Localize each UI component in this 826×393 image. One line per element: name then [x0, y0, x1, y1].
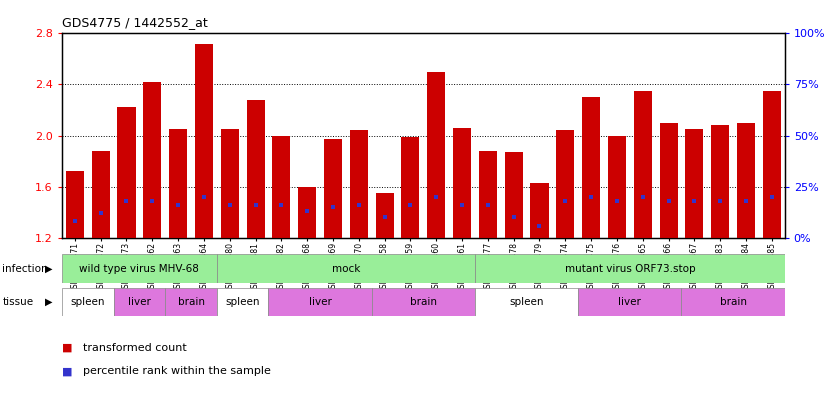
Text: ▶: ▶ — [45, 264, 53, 274]
Bar — [221, 129, 239, 238]
Text: spleen: spleen — [510, 297, 544, 307]
Text: GDS4775 / 1442552_at: GDS4775 / 1442552_at — [62, 16, 207, 29]
Bar — [686, 129, 704, 238]
Text: brain: brain — [178, 297, 205, 307]
Text: ■: ■ — [62, 343, 73, 353]
Text: brain: brain — [719, 297, 747, 307]
Text: percentile rank within the sample: percentile rank within the sample — [83, 366, 270, 376]
Bar — [324, 140, 342, 238]
Bar — [169, 129, 188, 238]
Bar — [273, 136, 291, 238]
Text: spleen: spleen — [225, 297, 260, 307]
Bar — [246, 100, 264, 238]
Bar — [372, 288, 475, 316]
Text: ■: ■ — [62, 366, 73, 376]
Text: liver: liver — [619, 297, 641, 307]
Text: infection: infection — [2, 264, 48, 274]
Bar — [530, 183, 548, 238]
Bar — [681, 288, 785, 316]
Text: mutant virus ORF73.stop: mutant virus ORF73.stop — [564, 264, 695, 274]
Bar — [298, 187, 316, 238]
Bar — [349, 130, 368, 238]
Bar — [143, 82, 161, 238]
Text: brain: brain — [410, 297, 437, 307]
Bar — [505, 152, 523, 238]
Bar — [376, 193, 394, 238]
Bar — [608, 136, 626, 238]
Bar — [268, 288, 372, 316]
Bar — [92, 151, 110, 238]
Bar — [578, 288, 681, 316]
Bar — [216, 288, 268, 316]
Bar — [62, 288, 113, 316]
Bar — [165, 288, 216, 316]
Bar — [556, 130, 574, 238]
Bar — [117, 107, 135, 238]
Bar — [762, 91, 781, 238]
Bar — [634, 91, 652, 238]
Bar — [113, 288, 165, 316]
Bar — [479, 151, 497, 238]
Text: liver: liver — [128, 297, 151, 307]
Text: wild type virus MHV-68: wild type virus MHV-68 — [79, 264, 199, 274]
Bar — [216, 254, 475, 283]
Bar — [401, 137, 420, 238]
Bar — [195, 44, 213, 238]
Bar — [453, 128, 471, 238]
Bar — [582, 97, 601, 238]
Bar — [475, 254, 785, 283]
Bar — [475, 288, 578, 316]
Text: transformed count: transformed count — [83, 343, 187, 353]
Text: spleen: spleen — [70, 297, 105, 307]
Bar — [737, 123, 755, 238]
Bar — [427, 72, 445, 238]
Text: mock: mock — [332, 264, 360, 274]
Bar — [659, 123, 677, 238]
Text: liver: liver — [309, 297, 331, 307]
Text: ▶: ▶ — [45, 297, 53, 307]
Text: tissue: tissue — [2, 297, 34, 307]
Bar — [711, 125, 729, 238]
Bar — [62, 254, 216, 283]
Bar — [66, 171, 84, 238]
